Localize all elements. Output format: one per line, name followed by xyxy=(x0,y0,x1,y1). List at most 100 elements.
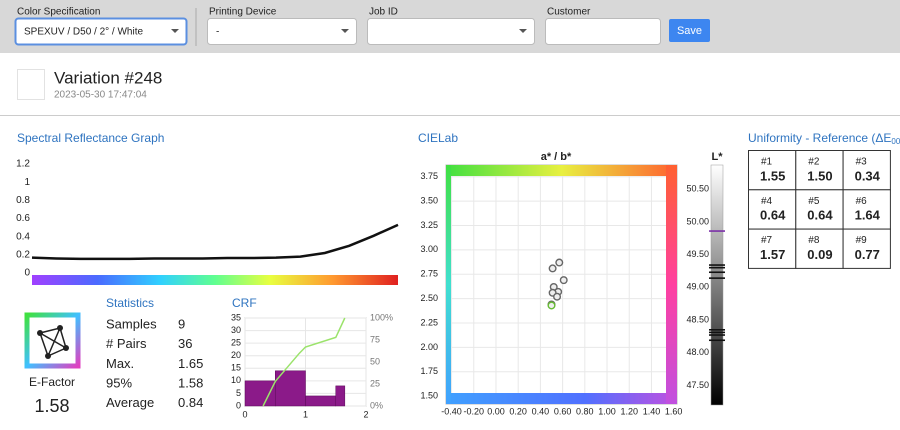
cell-value: 1.64 xyxy=(855,208,881,223)
y-tick-label: 25 xyxy=(231,338,241,348)
y-tick-label: 2.50 xyxy=(420,293,438,303)
uniformity-cell xyxy=(842,150,891,191)
scatter-title: a* / b* xyxy=(541,151,572,163)
cell-id: #6 xyxy=(856,196,868,207)
y-tick-label: 49.50 xyxy=(686,249,709,259)
title-sub: 00 xyxy=(891,137,900,146)
cell-id: #7 xyxy=(761,235,773,246)
cell-id: #8 xyxy=(808,235,820,246)
cell-id: #9 xyxy=(856,235,868,246)
y-tick-label: 0.2 xyxy=(16,249,30,260)
x-tick-label: 1 xyxy=(303,409,308,419)
efactor-value: 1.58 xyxy=(34,396,69,416)
field-label: Printing Device xyxy=(209,7,277,18)
sample-point xyxy=(553,292,562,301)
cell-value: 0.34 xyxy=(855,168,881,183)
cell-value: 1.50 xyxy=(807,168,832,183)
stat-label: # Pairs xyxy=(106,336,147,351)
uniformity-cell xyxy=(842,228,891,269)
frame-band xyxy=(446,165,677,176)
frame-band xyxy=(446,393,677,404)
frame-band xyxy=(666,165,677,404)
y-tick-label: 50.00 xyxy=(686,216,709,226)
x-tick-label: 1.00 xyxy=(598,406,616,416)
y-tick-label: 49.00 xyxy=(686,282,709,292)
y-tick-label: 0.6 xyxy=(16,213,30,224)
y2-tick-label: 75 xyxy=(370,334,380,344)
stat-label: Samples xyxy=(106,316,157,331)
cell-value: 0.09 xyxy=(807,247,832,262)
x-tick-label: 0 xyxy=(242,409,247,419)
x-tick-label: 1.60 xyxy=(665,406,683,416)
cell-id: #3 xyxy=(856,157,868,168)
uniformity-cell xyxy=(795,150,844,191)
statistics-title: Statistics xyxy=(106,296,154,310)
input[interactable] xyxy=(545,18,661,45)
cell-value: 0.77 xyxy=(855,247,880,262)
x-tick-label: -0.40 xyxy=(441,406,462,416)
stat-value: 0.84 xyxy=(178,395,203,410)
histogram-bar xyxy=(244,380,276,407)
variation-title: Variation #248 xyxy=(54,68,162,87)
y-tick-label: 47.50 xyxy=(686,380,709,390)
y-tick-label: 1 xyxy=(24,177,30,188)
y-tick-label: 3.50 xyxy=(420,195,438,205)
crf-title: CRF xyxy=(232,296,257,310)
sample-point xyxy=(559,276,568,285)
x-tick-label: 1.20 xyxy=(620,406,638,416)
field-label: Job ID xyxy=(369,7,398,18)
cell-value: 0.64 xyxy=(807,208,833,223)
select[interactable] xyxy=(14,17,188,46)
save-button[interactable] xyxy=(669,19,710,42)
save-label: Save xyxy=(677,25,702,37)
stat-value: 1.65 xyxy=(178,356,203,371)
select[interactable] xyxy=(367,18,535,45)
y-tick-label: 3.25 xyxy=(420,220,438,230)
sample-point xyxy=(548,264,557,273)
uniformity-cell xyxy=(842,189,891,230)
lstar-title: L* xyxy=(712,151,724,163)
efactor-icon xyxy=(24,312,81,369)
y-tick-label: 30 xyxy=(231,325,241,335)
stat-label: 95% xyxy=(106,376,132,391)
y-tick-label: 15 xyxy=(231,363,241,373)
dropdown-arrow xyxy=(341,29,349,33)
grid xyxy=(446,165,677,404)
dropdown-arrow xyxy=(519,29,527,33)
stat-label: Average xyxy=(106,395,154,410)
cielab-plot xyxy=(445,164,678,405)
field-label: Color Specification xyxy=(17,7,100,18)
y-tick-label: 0.8 xyxy=(16,195,30,206)
y-tick-label: 1.75 xyxy=(420,366,438,376)
uniformity-cell xyxy=(748,189,797,230)
x-tick-label: -0.20 xyxy=(464,406,485,416)
y-tick-label: 35 xyxy=(231,312,241,322)
spectral-curve xyxy=(31,223,399,261)
section-title: Uniformity - Reference (ΔE00) xyxy=(748,131,900,146)
x-tick-label: 0.40 xyxy=(532,406,550,416)
section-title: CIELab xyxy=(418,131,458,145)
histogram-bar xyxy=(335,385,346,407)
stat-label: Max. xyxy=(106,356,134,371)
y-tick-label: 2.00 xyxy=(420,342,438,352)
y-tick-label: 0.4 xyxy=(16,231,30,242)
title-text: Uniformity - Reference (ΔE xyxy=(748,131,891,145)
y2-tick-label: 50 xyxy=(370,356,380,366)
histogram-bar xyxy=(305,395,336,407)
x-tick-label: 0.00 xyxy=(487,406,505,416)
y-tick-label: 2.75 xyxy=(420,269,438,279)
y-tick-label: 3.75 xyxy=(420,171,438,181)
cell-id: #5 xyxy=(808,196,820,207)
y-tick-label: 10 xyxy=(231,375,241,385)
select[interactable] xyxy=(207,18,357,45)
cell-id: #2 xyxy=(808,157,820,168)
y-tick-label: 0 xyxy=(24,268,30,279)
spectrum-bar xyxy=(32,275,398,285)
y2-tick-label: 25 xyxy=(370,378,380,388)
x-tick-label: 0.20 xyxy=(509,406,527,416)
sample-point xyxy=(547,301,556,310)
cumulative-line xyxy=(262,317,346,407)
dropdown-arrow xyxy=(171,29,179,33)
stat-value: 9 xyxy=(178,316,185,331)
